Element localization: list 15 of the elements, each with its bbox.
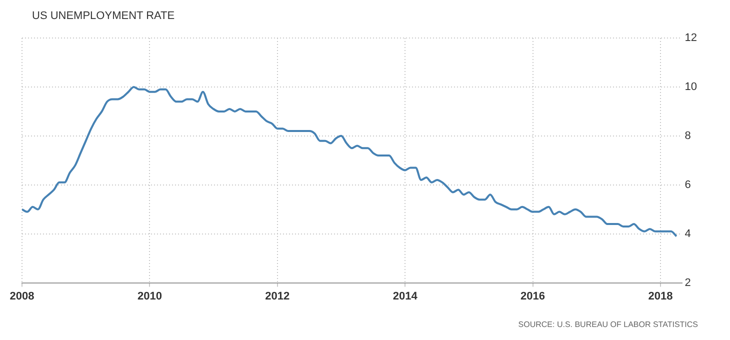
y-tick-label: 2: [684, 276, 691, 289]
source-note: SOURCE: U.S. BUREAU OF LABOR STATISTICS: [518, 320, 698, 329]
y-tick-label: 8: [684, 130, 691, 142]
x-tick-label: 2012: [265, 290, 290, 302]
x-tick-label: 2016: [520, 290, 546, 302]
x-tick-label: 2014: [392, 290, 418, 302]
x-tick-label: 2018: [648, 290, 673, 302]
x-tick-label: 2008: [10, 290, 34, 302]
y-tick-label: 10: [684, 80, 698, 93]
y-tick-label: 4: [684, 228, 691, 240]
x-tick-label: 2010: [137, 290, 162, 302]
y-tick-label: 6: [684, 178, 691, 191]
chart-title: US UNEMPLOYMENT RATE: [32, 10, 175, 22]
y-tick-label: 12: [684, 32, 698, 44]
line-series: [22, 86, 678, 238]
